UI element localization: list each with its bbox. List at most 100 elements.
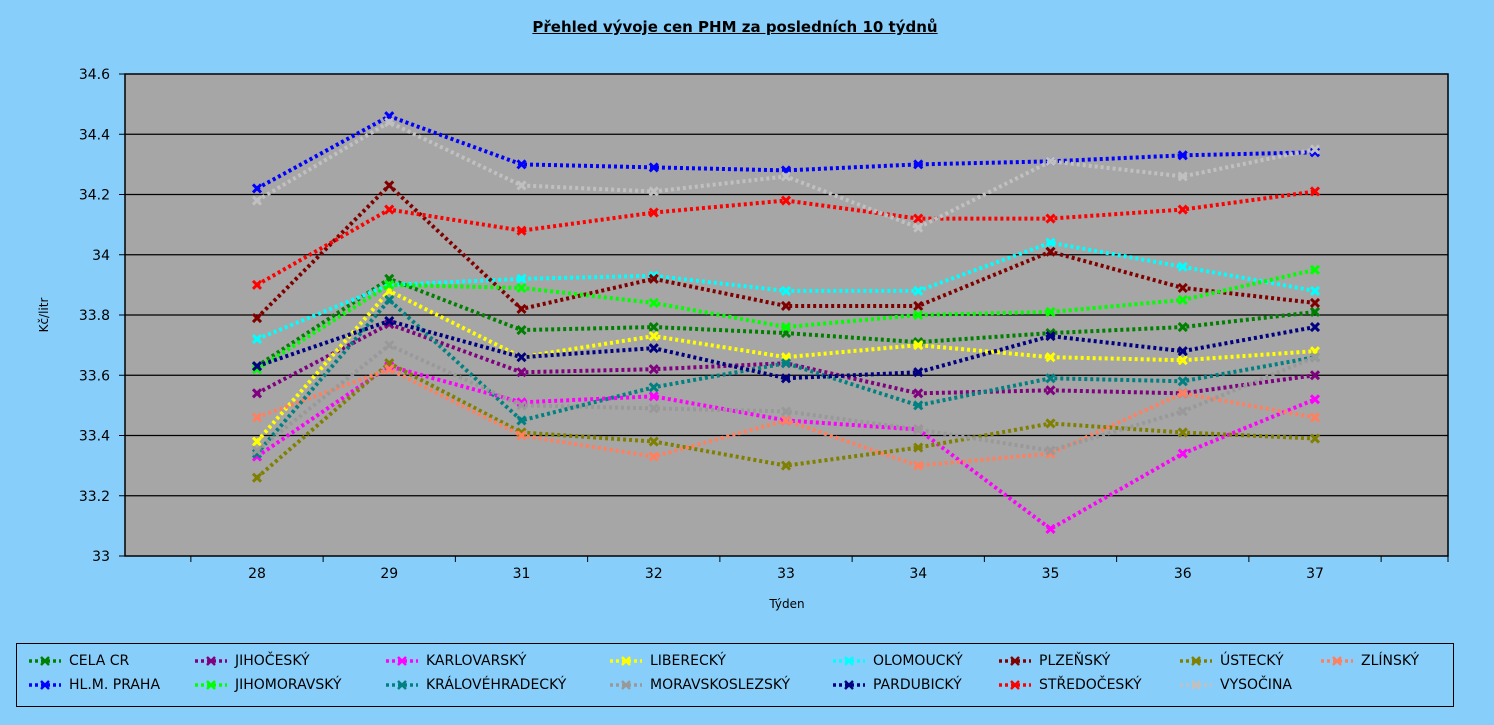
legend-label: CELA CR bbox=[69, 653, 130, 669]
data-point bbox=[1177, 448, 1188, 459]
legend-label: LIBERECKÝ bbox=[650, 653, 726, 669]
legend-swatch bbox=[999, 680, 1031, 690]
legend-item-olomouck: OLOMOUCKÝ bbox=[831, 651, 963, 671]
legend-swatch bbox=[610, 680, 642, 690]
legend-swatch bbox=[610, 656, 642, 666]
data-point bbox=[1177, 376, 1188, 387]
data-point bbox=[648, 343, 659, 354]
data-point bbox=[251, 334, 263, 345]
legend-item-libereck: LIBERECKÝ bbox=[608, 651, 726, 671]
data-point bbox=[384, 294, 395, 305]
legend-swatch bbox=[29, 656, 61, 666]
data-point bbox=[1309, 147, 1321, 158]
data-point bbox=[1309, 412, 1321, 423]
legend-swatch bbox=[833, 680, 865, 690]
data-point bbox=[1045, 373, 1056, 384]
data-point bbox=[1309, 186, 1321, 197]
series-pardubick bbox=[251, 315, 1321, 384]
data-point bbox=[1177, 294, 1188, 305]
legend-label: JIHOČESKÝ bbox=[235, 653, 310, 669]
chart-title: Přehled vývoje cen PHM za posledních 10 … bbox=[532, 18, 938, 36]
data-point bbox=[384, 204, 395, 215]
data-point bbox=[516, 273, 527, 284]
data-point bbox=[384, 117, 395, 128]
data-point bbox=[913, 367, 924, 378]
data-point bbox=[780, 171, 792, 182]
x-tick-label: 33 bbox=[777, 566, 795, 582]
chart-area: 33 33.2 33.4 33.6 33.8 34 34.2 34.4 34.6 28 29 31 32… bbox=[37, 67, 1449, 611]
data-point bbox=[1177, 282, 1188, 293]
series-line bbox=[255, 342, 1316, 453]
legend-item-vyso-ina: VYSOČINA bbox=[1178, 675, 1292, 695]
data-point bbox=[516, 303, 527, 315]
data-point bbox=[780, 321, 792, 333]
legend-item-karlovarsk: KARLOVARSKÝ bbox=[384, 651, 526, 671]
x-tick-label: 32 bbox=[645, 566, 663, 582]
data-point bbox=[913, 213, 924, 224]
data-point bbox=[384, 180, 395, 191]
legend-swatch bbox=[1180, 680, 1212, 690]
data-point bbox=[516, 282, 527, 293]
data-point bbox=[913, 424, 924, 435]
legend-item-jihomoravsk: JIHOMORAVSKÝ bbox=[193, 675, 341, 695]
data-point bbox=[913, 300, 924, 312]
data-point bbox=[1309, 297, 1321, 309]
data-point bbox=[1177, 346, 1188, 357]
legend-item-cela-cr: CELA CR bbox=[27, 651, 129, 671]
legend-swatch bbox=[386, 680, 418, 690]
legend-label: OLOMOUCKÝ bbox=[873, 653, 963, 669]
data-point bbox=[251, 361, 263, 372]
data-point bbox=[1309, 394, 1321, 405]
y-tick-label: 34.4 bbox=[79, 127, 110, 143]
y-tick-label: 33 bbox=[92, 549, 110, 565]
data-point bbox=[648, 162, 659, 173]
legend-item-jiho-esk: JIHOČESKÝ bbox=[193, 651, 310, 671]
legend-label: JIHOMORAVSKÝ bbox=[235, 677, 342, 693]
data-point bbox=[1309, 306, 1321, 318]
data-point bbox=[251, 436, 263, 447]
legend-item-moravskoslezsk: MORAVSKOSLEZSKÝ bbox=[608, 675, 790, 695]
series-olomouck bbox=[251, 237, 1321, 345]
data-point bbox=[516, 427, 527, 438]
data-point bbox=[780, 195, 792, 206]
data-point bbox=[1309, 264, 1321, 275]
legend-swatch bbox=[1321, 656, 1353, 666]
series-st-edo-esk bbox=[251, 186, 1321, 290]
data-point bbox=[384, 364, 395, 375]
data-point bbox=[516, 415, 527, 426]
y-axis-title: Kč/litr bbox=[37, 298, 51, 333]
legend-label: KARLOVARSKÝ bbox=[426, 653, 527, 669]
data-point bbox=[648, 207, 659, 218]
data-point bbox=[384, 279, 395, 290]
data-point bbox=[780, 406, 792, 417]
data-point bbox=[780, 460, 792, 471]
y-tick-label: 34.2 bbox=[79, 188, 110, 204]
x-tick-label: 37 bbox=[1306, 566, 1324, 582]
data-point bbox=[1177, 406, 1188, 417]
x-tick-label: 29 bbox=[380, 566, 398, 582]
legend-label: VYSOČINA bbox=[1220, 677, 1292, 693]
data-point bbox=[913, 309, 924, 321]
legend-swatch bbox=[999, 656, 1031, 666]
data-point bbox=[648, 382, 659, 393]
series-plze-sk bbox=[251, 180, 1321, 324]
data-point bbox=[780, 285, 792, 296]
data-point bbox=[913, 460, 924, 471]
series-line bbox=[255, 297, 1316, 455]
data-point bbox=[1045, 156, 1056, 167]
data-point bbox=[1045, 237, 1056, 248]
data-point bbox=[384, 318, 395, 330]
data-point bbox=[1177, 427, 1188, 438]
x-tick-label: 36 bbox=[1174, 566, 1192, 582]
data-point bbox=[648, 451, 659, 462]
data-point bbox=[516, 400, 527, 411]
x-tick-label: 28 bbox=[248, 566, 266, 582]
series-jihomoravsk bbox=[251, 264, 1321, 375]
data-point bbox=[1177, 171, 1188, 182]
legend-item-st-edo-esk: STŘEDOČESKÝ bbox=[997, 675, 1142, 695]
data-point bbox=[913, 340, 924, 351]
data-point bbox=[648, 186, 659, 197]
data-point bbox=[1177, 150, 1188, 161]
legend-swatch bbox=[833, 656, 865, 666]
y-tick-label: 34 bbox=[92, 248, 110, 264]
